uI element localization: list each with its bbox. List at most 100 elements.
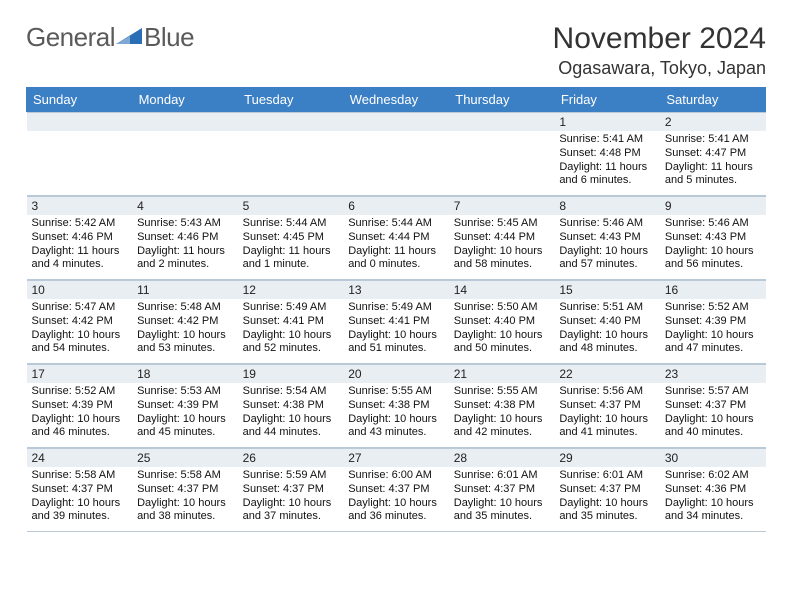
calendar-day-cell: 7Sunrise: 5:45 AMSunset: 4:44 PMDaylight… xyxy=(449,196,555,280)
daylight-line: Daylight: 10 hours and 51 minutes. xyxy=(348,329,444,357)
sunset-line: Sunset: 4:40 PM xyxy=(454,315,550,329)
daylight-line: Daylight: 11 hours and 6 minutes. xyxy=(559,161,655,189)
sunset-line: Sunset: 4:37 PM xyxy=(32,483,128,497)
sunset-line: Sunset: 4:40 PM xyxy=(559,315,655,329)
sunrise-line: Sunrise: 5:55 AM xyxy=(348,385,444,399)
sunset-line: Sunset: 4:38 PM xyxy=(454,399,550,413)
day-body: Sunrise: 5:58 AMSunset: 4:37 PMDaylight:… xyxy=(27,467,133,528)
sunrise-line: Sunrise: 6:02 AM xyxy=(665,469,761,483)
sunset-line: Sunset: 4:43 PM xyxy=(665,231,761,245)
logo-text-1: General xyxy=(26,22,115,53)
sunrise-line: Sunrise: 5:54 AM xyxy=(243,385,339,399)
day-body: Sunrise: 5:48 AMSunset: 4:42 PMDaylight:… xyxy=(132,299,238,360)
daylight-line: Daylight: 10 hours and 45 minutes. xyxy=(137,413,233,441)
weekday-header: Sunday xyxy=(27,88,133,112)
daylight-line: Daylight: 10 hours and 53 minutes. xyxy=(137,329,233,357)
sunrise-line: Sunrise: 6:00 AM xyxy=(348,469,444,483)
day-number: 22 xyxy=(554,364,660,383)
day-body: Sunrise: 5:57 AMSunset: 4:37 PMDaylight:… xyxy=(660,383,766,444)
sunset-line: Sunset: 4:48 PM xyxy=(559,147,655,161)
day-number: 21 xyxy=(449,364,555,383)
title-block: November 2024 Ogasawara, Tokyo, Japan xyxy=(553,22,766,79)
sunset-line: Sunset: 4:37 PM xyxy=(137,483,233,497)
calendar-day-cell: 8Sunrise: 5:46 AMSunset: 4:43 PMDaylight… xyxy=(554,196,660,280)
sunrise-line: Sunrise: 5:44 AM xyxy=(243,217,339,231)
sunset-line: Sunset: 4:37 PM xyxy=(559,483,655,497)
day-number: 30 xyxy=(660,448,766,467)
day-number: 4 xyxy=(132,196,238,215)
calendar-day-cell: 25Sunrise: 5:58 AMSunset: 4:37 PMDayligh… xyxy=(132,448,238,532)
day-number: 9 xyxy=(660,196,766,215)
daylight-line: Daylight: 10 hours and 58 minutes. xyxy=(454,245,550,273)
calendar-day-cell xyxy=(27,112,133,196)
triangle-icon xyxy=(116,22,142,53)
day-body xyxy=(449,131,555,137)
day-number xyxy=(132,112,238,131)
calendar-week-row: 10Sunrise: 5:47 AMSunset: 4:42 PMDayligh… xyxy=(27,280,766,364)
day-body: Sunrise: 5:54 AMSunset: 4:38 PMDaylight:… xyxy=(238,383,344,444)
sunrise-line: Sunrise: 5:44 AM xyxy=(348,217,444,231)
calendar-day-cell: 11Sunrise: 5:48 AMSunset: 4:42 PMDayligh… xyxy=(132,280,238,364)
sunrise-line: Sunrise: 5:56 AM xyxy=(559,385,655,399)
calendar-table: SundayMondayTuesdayWednesdayThursdayFrid… xyxy=(26,87,766,532)
calendar-day-cell: 2Sunrise: 5:41 AMSunset: 4:47 PMDaylight… xyxy=(660,112,766,196)
day-number: 7 xyxy=(449,196,555,215)
calendar-day-cell xyxy=(449,112,555,196)
calendar-day-cell: 13Sunrise: 5:49 AMSunset: 4:41 PMDayligh… xyxy=(343,280,449,364)
calendar-week-row: 17Sunrise: 5:52 AMSunset: 4:39 PMDayligh… xyxy=(27,364,766,448)
day-body: Sunrise: 6:02 AMSunset: 4:36 PMDaylight:… xyxy=(660,467,766,528)
daylight-line: Daylight: 11 hours and 0 minutes. xyxy=(348,245,444,273)
sunrise-line: Sunrise: 5:48 AM xyxy=(137,301,233,315)
weekday-header-row: SundayMondayTuesdayWednesdayThursdayFrid… xyxy=(27,88,766,112)
calendar-day-cell xyxy=(132,112,238,196)
day-body: Sunrise: 5:55 AMSunset: 4:38 PMDaylight:… xyxy=(343,383,449,444)
sunset-line: Sunset: 4:39 PM xyxy=(32,399,128,413)
daylight-line: Daylight: 11 hours and 5 minutes. xyxy=(665,161,761,189)
daylight-line: Daylight: 11 hours and 1 minute. xyxy=(243,245,339,273)
day-number: 28 xyxy=(449,448,555,467)
sunset-line: Sunset: 4:44 PM xyxy=(348,231,444,245)
calendar-day-cell: 19Sunrise: 5:54 AMSunset: 4:38 PMDayligh… xyxy=(238,364,344,448)
day-body: Sunrise: 5:49 AMSunset: 4:41 PMDaylight:… xyxy=(238,299,344,360)
day-number: 18 xyxy=(132,364,238,383)
sunset-line: Sunset: 4:36 PM xyxy=(665,483,761,497)
daylight-line: Daylight: 10 hours and 35 minutes. xyxy=(559,497,655,525)
calendar-body: 1Sunrise: 5:41 AMSunset: 4:48 PMDaylight… xyxy=(27,112,766,532)
daylight-line: Daylight: 10 hours and 54 minutes. xyxy=(32,329,128,357)
sunrise-line: Sunrise: 5:58 AM xyxy=(137,469,233,483)
sunrise-line: Sunrise: 5:49 AM xyxy=(243,301,339,315)
day-body: Sunrise: 6:00 AMSunset: 4:37 PMDaylight:… xyxy=(343,467,449,528)
day-number: 23 xyxy=(660,364,766,383)
calendar-week-row: 24Sunrise: 5:58 AMSunset: 4:37 PMDayligh… xyxy=(27,448,766,532)
sunset-line: Sunset: 4:43 PM xyxy=(559,231,655,245)
sunrise-line: Sunrise: 5:43 AM xyxy=(137,217,233,231)
sunset-line: Sunset: 4:47 PM xyxy=(665,147,761,161)
day-number: 2 xyxy=(660,112,766,131)
day-number: 17 xyxy=(27,364,133,383)
day-body: Sunrise: 5:46 AMSunset: 4:43 PMDaylight:… xyxy=(554,215,660,276)
calendar-day-cell: 23Sunrise: 5:57 AMSunset: 4:37 PMDayligh… xyxy=(660,364,766,448)
day-body: Sunrise: 5:46 AMSunset: 4:43 PMDaylight:… xyxy=(660,215,766,276)
calendar-day-cell: 20Sunrise: 5:55 AMSunset: 4:38 PMDayligh… xyxy=(343,364,449,448)
calendar-day-cell: 15Sunrise: 5:51 AMSunset: 4:40 PMDayligh… xyxy=(554,280,660,364)
calendar-day-cell xyxy=(343,112,449,196)
weekday-header: Friday xyxy=(554,88,660,112)
sunrise-line: Sunrise: 5:53 AM xyxy=(137,385,233,399)
day-body xyxy=(238,131,344,137)
sunrise-line: Sunrise: 5:41 AM xyxy=(559,133,655,147)
sunrise-line: Sunrise: 5:46 AM xyxy=(665,217,761,231)
day-number: 19 xyxy=(238,364,344,383)
calendar-week-row: 1Sunrise: 5:41 AMSunset: 4:48 PMDaylight… xyxy=(27,112,766,196)
calendar-day-cell: 18Sunrise: 5:53 AMSunset: 4:39 PMDayligh… xyxy=(132,364,238,448)
daylight-line: Daylight: 10 hours and 50 minutes. xyxy=(454,329,550,357)
day-body: Sunrise: 5:50 AMSunset: 4:40 PMDaylight:… xyxy=(449,299,555,360)
daylight-line: Daylight: 10 hours and 43 minutes. xyxy=(348,413,444,441)
day-number: 29 xyxy=(554,448,660,467)
daylight-line: Daylight: 10 hours and 42 minutes. xyxy=(454,413,550,441)
sunset-line: Sunset: 4:46 PM xyxy=(32,231,128,245)
sunset-line: Sunset: 4:46 PM xyxy=(137,231,233,245)
sunrise-line: Sunrise: 5:58 AM xyxy=(32,469,128,483)
sunrise-line: Sunrise: 5:59 AM xyxy=(243,469,339,483)
sunset-line: Sunset: 4:42 PM xyxy=(32,315,128,329)
sunset-line: Sunset: 4:42 PM xyxy=(137,315,233,329)
